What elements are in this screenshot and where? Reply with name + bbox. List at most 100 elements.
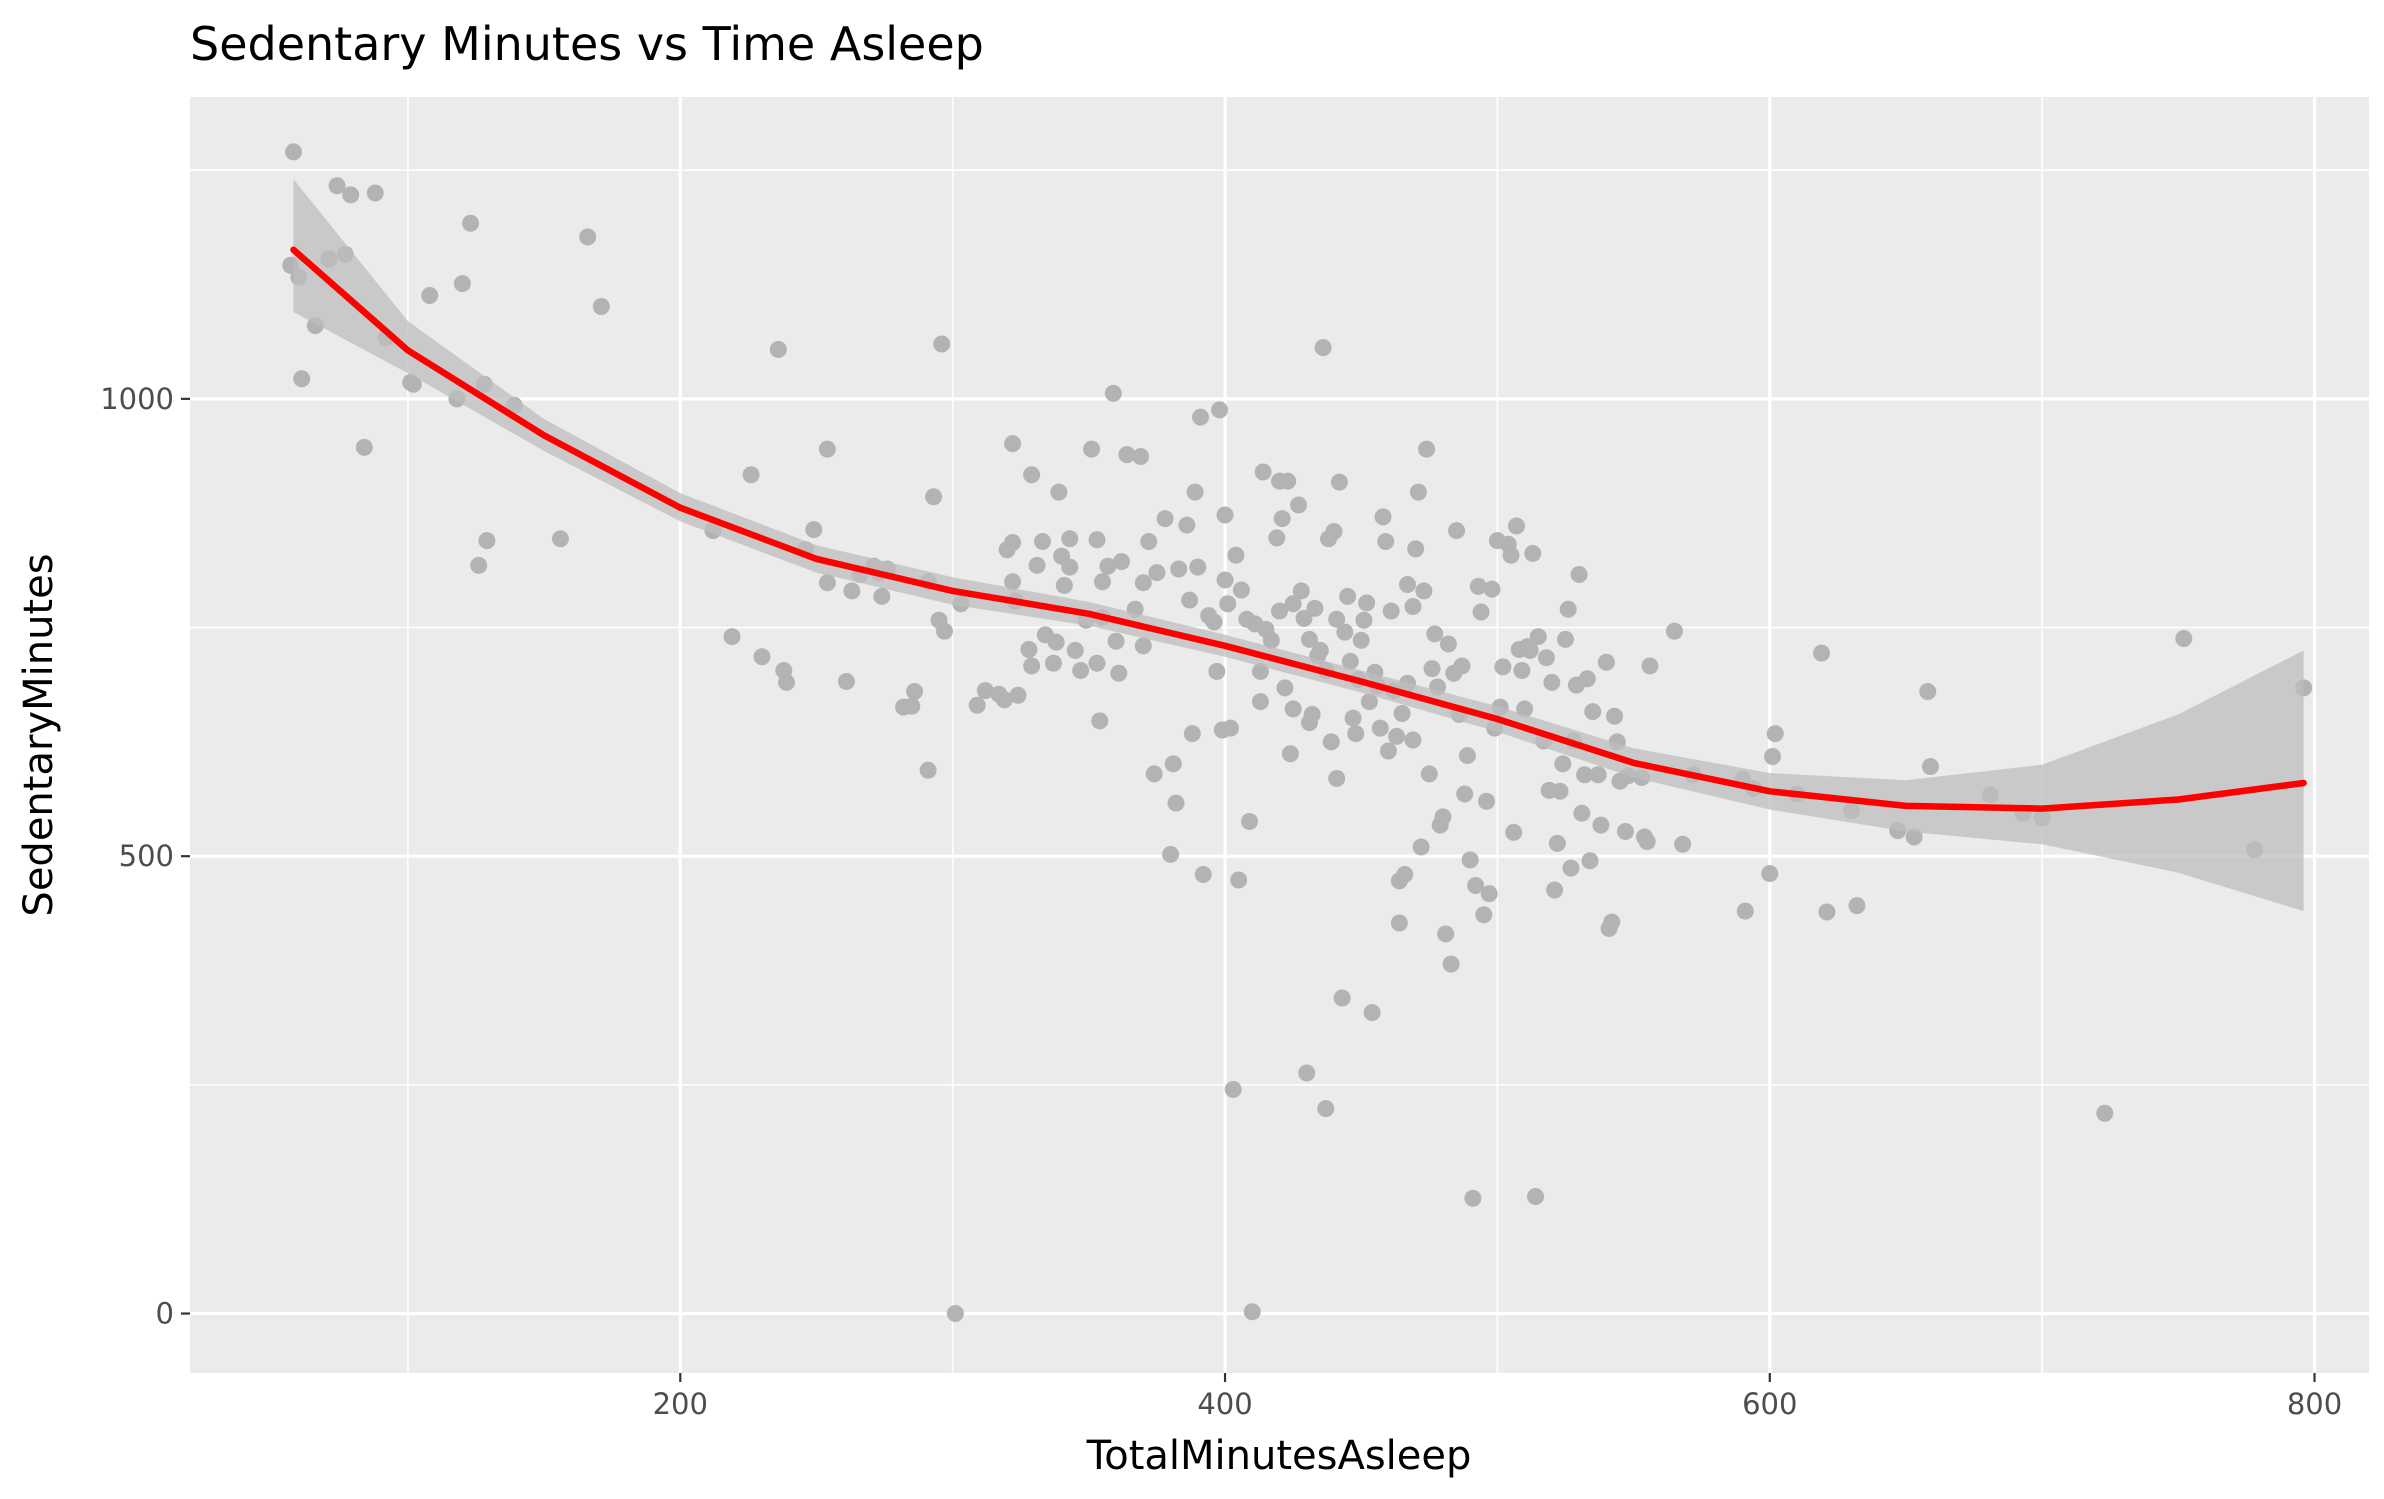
data-point <box>1183 725 1201 743</box>
data-point <box>843 582 861 600</box>
data-point <box>1393 705 1411 723</box>
data-point <box>1061 530 1079 548</box>
data-point <box>1352 631 1370 649</box>
data-point <box>1559 600 1577 618</box>
data-point <box>1358 594 1376 612</box>
data-point <box>366 184 384 202</box>
data-point <box>906 683 924 701</box>
data-point <box>1113 553 1131 571</box>
data-point <box>1347 725 1365 743</box>
data-point <box>1290 496 1308 514</box>
data-point <box>753 648 771 666</box>
smooth-trend-line <box>290 246 2307 812</box>
x-tick-label: 600 <box>1742 1387 1797 1421</box>
data-point <box>933 335 951 353</box>
data-point <box>1905 828 1923 846</box>
data-point <box>1578 670 1596 688</box>
data-point <box>1044 654 1062 672</box>
x-tick-label: 200 <box>653 1387 708 1421</box>
data-point <box>355 438 373 456</box>
data-point <box>968 696 986 714</box>
data-point <box>1211 401 1229 419</box>
data-point <box>1306 599 1324 617</box>
data-point <box>873 587 891 605</box>
x-tick-label: 400 <box>1197 1387 1252 1421</box>
data-point <box>818 574 836 592</box>
data-point <box>1592 816 1610 834</box>
data-point <box>1333 989 1351 1007</box>
data-point <box>769 340 787 358</box>
data-point <box>462 214 480 232</box>
data-point <box>1241 812 1259 830</box>
data-point <box>1404 731 1422 749</box>
data-point <box>1415 582 1433 600</box>
data-point <box>1766 725 1784 743</box>
data-point <box>328 177 346 195</box>
data-point <box>1371 719 1389 737</box>
data-point <box>1145 765 1163 783</box>
data-point <box>1330 473 1348 491</box>
data-point <box>1469 577 1487 595</box>
data-point <box>1271 602 1288 620</box>
data-point <box>402 373 420 391</box>
data-point <box>1442 955 1460 973</box>
data-point <box>1148 564 1166 582</box>
data-point <box>1606 707 1624 725</box>
data-point <box>1570 565 1588 583</box>
data-point <box>1050 483 1068 501</box>
data-point <box>1467 876 1485 894</box>
x-axis: 200 400 600 800 <box>653 1373 2342 1421</box>
data-point <box>1004 533 1022 551</box>
data-point <box>1399 576 1417 594</box>
y-axis-title: SedentaryMinutes <box>16 553 62 916</box>
data-point <box>453 275 471 293</box>
data-point <box>1254 463 1272 481</box>
data-point <box>551 530 569 548</box>
data-point <box>1020 640 1038 658</box>
data-point <box>1483 580 1501 598</box>
data-point <box>1118 446 1136 464</box>
data-point <box>1328 769 1346 787</box>
data-point <box>1554 755 1572 773</box>
data-point <box>1439 635 1457 653</box>
data-points <box>282 143 2313 1323</box>
data-point <box>1303 705 1321 723</box>
data-point <box>1543 673 1561 691</box>
data-point <box>818 440 836 458</box>
data-point <box>1921 758 1939 776</box>
data-point <box>1524 544 1542 562</box>
data-point <box>1418 440 1436 458</box>
data-point <box>1475 906 1493 924</box>
data-point <box>1170 560 1188 578</box>
data-point <box>1551 782 1569 800</box>
data-point <box>1262 631 1280 649</box>
data-point <box>1243 1303 1261 1321</box>
data-point <box>1363 1004 1381 1022</box>
data-point <box>1072 662 1090 680</box>
data-point <box>1088 531 1106 549</box>
data-point <box>1091 712 1109 730</box>
data-point <box>946 1305 964 1323</box>
data-point <box>478 532 496 550</box>
data-point <box>995 691 1013 709</box>
data-point <box>1156 510 1174 528</box>
data-point <box>1556 630 1574 648</box>
data-point <box>1004 435 1022 453</box>
data-point <box>1034 533 1052 551</box>
data-point <box>1009 686 1027 704</box>
data-point <box>1494 658 1512 676</box>
data-point <box>1047 633 1065 651</box>
data-point <box>1813 644 1831 662</box>
data-point <box>1178 516 1196 534</box>
data-point <box>1083 440 1101 458</box>
data-point <box>1221 719 1239 737</box>
data-point <box>976 682 994 700</box>
data-point <box>1284 595 1302 613</box>
data-point <box>1382 602 1400 620</box>
data-point <box>1573 804 1591 822</box>
data-point <box>1344 709 1362 727</box>
y-tick-label: 0 <box>156 1297 174 1331</box>
data-point <box>1507 517 1525 535</box>
data-point <box>1472 603 1490 621</box>
